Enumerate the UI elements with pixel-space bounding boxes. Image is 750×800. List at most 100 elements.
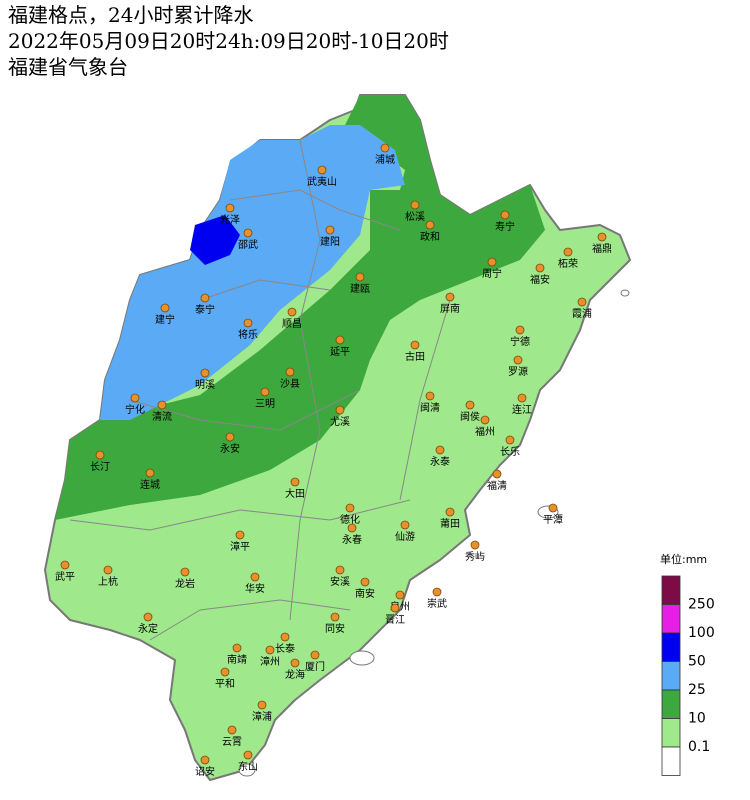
city-label: 秀屿 [465,551,485,563]
city-label: 上杭 [98,575,118,588]
city-label: 大田 [285,487,305,500]
city-dot [200,755,210,765]
city-dot [360,577,370,587]
city-label: 平和 [215,678,235,690]
city-dot [513,355,523,365]
city-dot [200,368,210,378]
city-label: 永春 [342,533,362,546]
city-dot [535,263,545,273]
city-label: 寿宁 [495,220,515,233]
city-label: 武夷山 [307,175,337,188]
region-dark-blue [190,215,240,265]
city-label: 南安 [355,587,375,600]
city-label: 光泽 [220,213,240,226]
region-blue [100,125,405,420]
city-dot [355,272,365,282]
islands [238,289,630,777]
city-dot [227,725,237,735]
city-dot [470,540,480,550]
city-label: 平潭 [543,514,563,526]
legend-swatch [661,632,681,662]
city-dot [95,450,105,460]
city-label: 宁德 [510,335,530,348]
city-label: 长泰 [275,642,295,655]
legend-tick-label: 100 [688,625,715,641]
legend-tick-label: 0.1 [688,739,710,755]
city-dot [103,565,113,575]
legend: 单位:mm 250 100 50 25 10 0.1 [660,552,715,776]
city-label: 闽清 [420,401,440,414]
issuer: 福建省气象台 [8,55,128,79]
city-dot [425,220,435,230]
city-dot [180,567,190,577]
city-label: 崇武 [427,597,447,610]
city-label: 松溪 [405,210,425,223]
city-label: 连城 [140,478,160,491]
city-dot [325,225,335,235]
city-label: 福州 [475,425,495,438]
city-dot [425,391,435,401]
city-dot [220,667,230,677]
city-dot [225,432,235,442]
legend-tick-label: 250 [688,597,715,613]
city-dot [400,520,410,530]
city-dot [435,445,445,455]
city-dot [480,415,490,425]
city-dot [548,503,558,513]
city-label: 武平 [55,570,75,583]
city-dot [235,530,245,540]
city-label: 沙县 [280,378,300,390]
city-label: 福清 [487,479,507,492]
city-label: 同安 [325,622,345,635]
city-dot [130,393,140,403]
city-label: 连江 [512,403,532,416]
city-dot [280,632,290,642]
city-dot [345,503,355,513]
city-label: 长乐 [500,446,520,458]
city-label: 福安 [530,273,550,286]
city-label: 厦门 [305,660,325,673]
legend-swatch [661,746,681,776]
city-label: 将乐 [238,329,258,341]
city-dot [143,612,153,622]
city-label: 古田 [405,350,425,363]
city-label: 三明 [255,398,275,410]
city-dot [232,643,242,653]
city-label: 周宁 [482,267,502,280]
legend-unit: 单位:mm [660,552,707,566]
city-dot [260,387,270,397]
city-label: 闽侯 [460,410,480,423]
city-dot [517,393,527,403]
city-label: 泰宁 [195,303,215,316]
city-label: 仙游 [395,530,415,543]
city-dot [500,210,510,220]
city-dot [380,143,390,153]
city-dot [160,303,170,313]
city-dot [577,297,587,307]
city-label: 建宁 [155,313,175,326]
legend-swatch [661,661,681,691]
city-label: 云霄 [222,736,242,748]
city-dot [465,400,475,410]
legend-swatch [661,575,681,605]
city-dot [410,340,420,350]
city-label: 莆田 [440,517,460,530]
city-label: 福鼎 [592,242,612,255]
city-label: 延平 [330,346,350,358]
city-dot [257,700,267,710]
city-label: 龙海 [285,668,305,681]
city-dot [290,477,300,487]
city-dot [265,645,275,655]
city-label: 永泰 [430,455,450,468]
city-dot [330,612,340,622]
city-dot [290,658,300,668]
legend-swatch [661,604,681,634]
city-label: 华安 [245,582,265,595]
legend-tick-label: 25 [688,682,706,698]
city-label: 明溪 [195,379,215,391]
city-dot [432,587,442,597]
city-label: 顺昌 [282,318,302,330]
map [44,94,631,781]
city-label: 安溪 [330,575,350,588]
county-borders [69,139,451,641]
